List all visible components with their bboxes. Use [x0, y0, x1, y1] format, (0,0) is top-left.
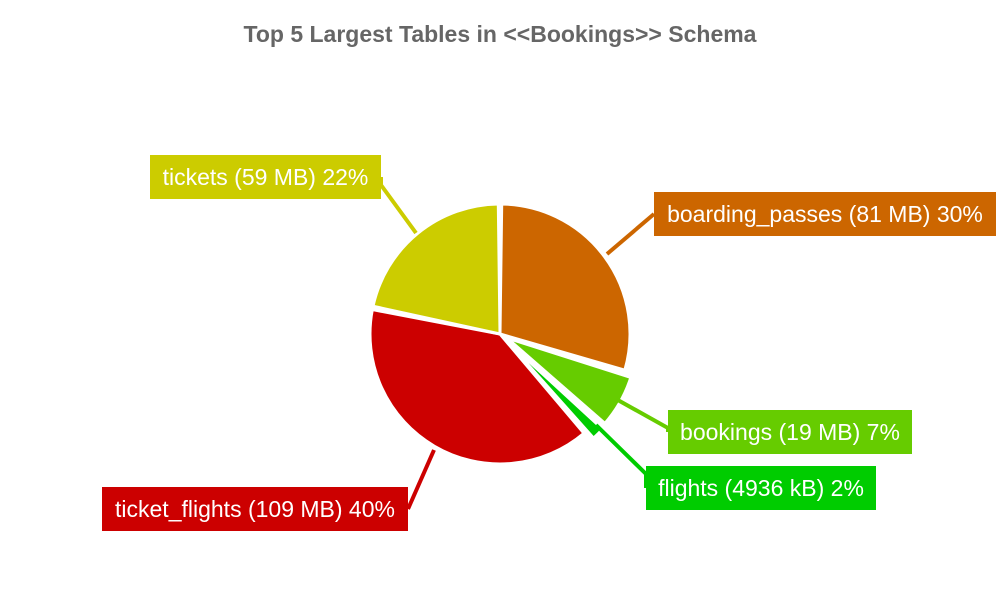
leader-line-boarding-passes [605, 212, 656, 256]
pie-slices [368, 202, 633, 466]
label-text: tickets (59 MB) 22% [163, 164, 369, 190]
label-box [150, 155, 381, 199]
leader-line-bookings [615, 397, 670, 432]
leader-line-flights [594, 423, 648, 488]
label-text: bookings (19 MB) 7% [680, 419, 900, 445]
pie-slice-boarding-passes [498, 202, 632, 373]
slice-label-bookings: bookings (19 MB) 7% [668, 410, 912, 454]
label-box [102, 487, 408, 531]
label-box [646, 466, 876, 510]
chart-title: Top 5 Largest Tables in <<Bookings>> Sch… [244, 21, 757, 47]
pie-slice-ticket-flights [368, 307, 587, 466]
label-box [654, 192, 996, 236]
pie-slice-tickets [371, 202, 502, 336]
label-text: ticket_flights (109 MB) 40% [115, 496, 395, 522]
slice-label-ticket-flights: ticket_flights (109 MB) 40% [102, 487, 408, 531]
slice-label-flights: flights (4936 kB) 2% [646, 466, 876, 510]
slice-label-tickets: tickets (59 MB) 22% [150, 155, 381, 199]
label-box [668, 410, 912, 454]
label-text: boarding_passes (81 MB) 30% [667, 201, 983, 227]
leader-line-ticket-flights [406, 449, 436, 510]
leader-line-tickets [379, 177, 418, 235]
label-text: flights (4936 kB) 2% [658, 475, 864, 501]
slice-labels: boarding_passes (81 MB) 30% bookings (19 … [102, 155, 996, 531]
slice-label-boarding-passes: boarding_passes (81 MB) 30% [654, 192, 996, 236]
